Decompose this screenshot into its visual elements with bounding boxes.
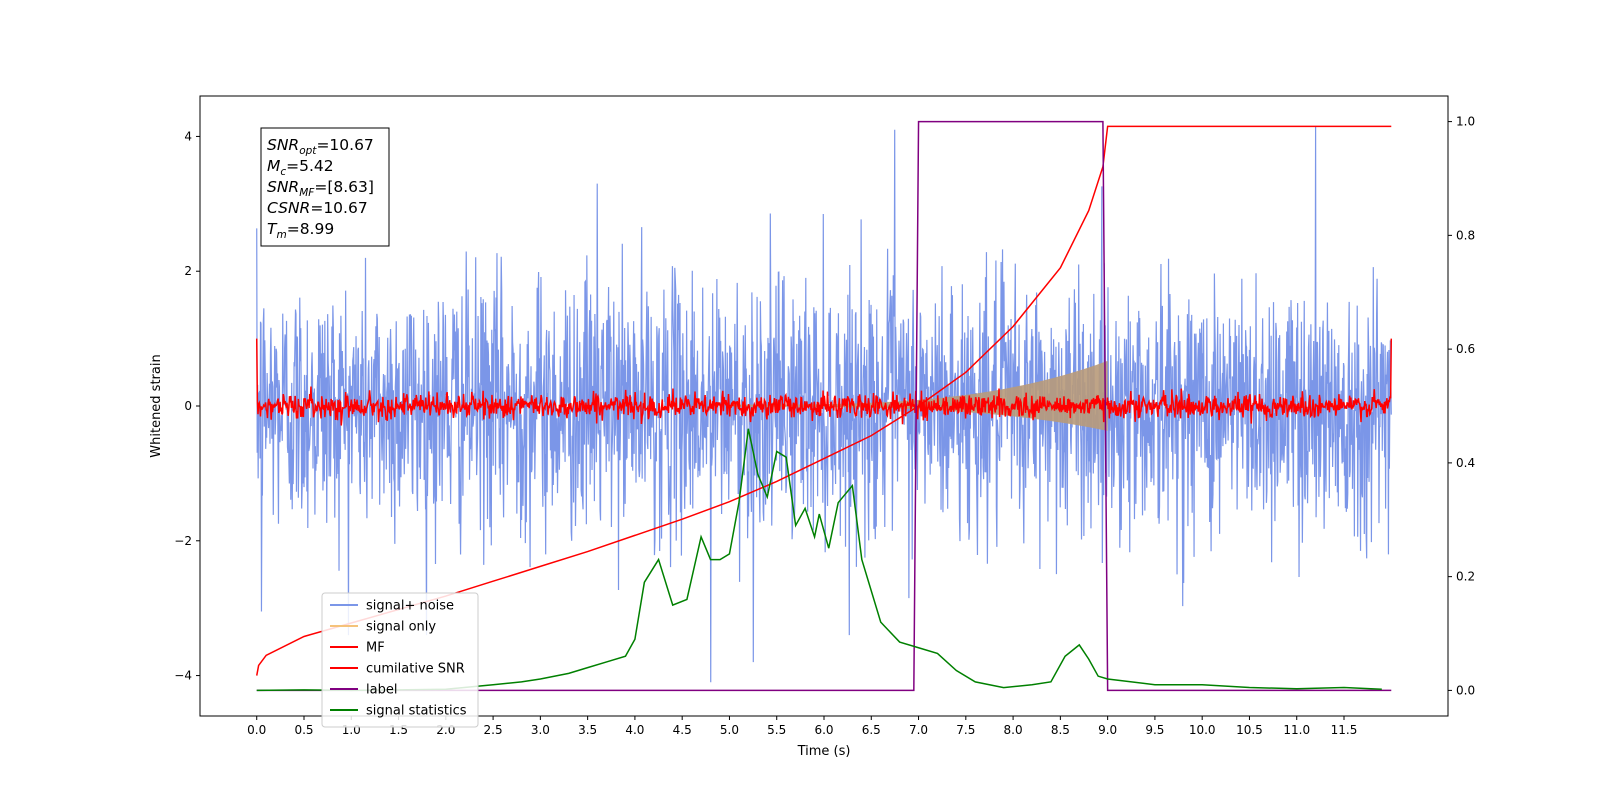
series-mf	[255, 338, 1393, 426]
legend-label: label	[366, 683, 397, 698]
x-tick-label: 11.0	[1283, 723, 1310, 737]
x-tick-label: 11.5	[1331, 723, 1358, 737]
legend-frame	[321, 592, 479, 728]
x-tick-label: 9.5	[1145, 723, 1164, 737]
y-tick-label: −4	[174, 669, 192, 683]
x-tick-label: 10.5	[1236, 723, 1263, 737]
x-tick-label: 4.0	[625, 723, 644, 737]
annotation-frame	[260, 127, 390, 247]
y-tick-label: 2	[184, 264, 192, 278]
y2-tick-label: 0.0	[1456, 683, 1475, 697]
x-tick-label: 6.0	[814, 723, 833, 737]
y-tick-label: −2	[174, 534, 192, 548]
legend-label: signal only	[366, 620, 436, 635]
series-label	[256, 120, 1392, 692]
annotation-line: Mc=5.42	[267, 157, 334, 178]
y-tick-label: 4	[184, 129, 192, 143]
y-tick-label: 0	[184, 399, 192, 413]
annotation-line: Tm=8.99	[267, 220, 334, 241]
x-tick-label: 3.0	[531, 723, 550, 737]
annotation-line: SNRMF=[8.63]	[267, 178, 374, 199]
legend-label: signal statistics	[366, 704, 467, 719]
y2-tick-label: 1.0	[1456, 115, 1475, 129]
x-tick-label: 9.0	[1098, 723, 1117, 737]
y-axis-label: Whitened strain	[149, 354, 164, 457]
series-signal-only	[729, 360, 1108, 431]
x-tick-label: 0.0	[247, 723, 266, 737]
series-signal-noise	[256, 126, 1392, 683]
x-tick-label: 8.0	[1004, 723, 1023, 737]
legend-label: MF	[366, 641, 385, 656]
y2-tick-label: 0.4	[1456, 456, 1475, 470]
x-tick-label: 8.5	[1051, 723, 1070, 737]
x-tick-label: 7.5	[956, 723, 975, 737]
annotation-line: SNRopt=10.67	[267, 136, 374, 157]
y2-tick-label: 0.2	[1456, 570, 1475, 584]
series-signal-statistics	[256, 428, 1382, 692]
x-tick-label: 3.5	[578, 723, 597, 737]
x-tick-label: 5.0	[720, 723, 739, 737]
legend-label: cumilative SNR	[366, 662, 465, 677]
x-tick-label: 10.0	[1189, 723, 1216, 737]
y2-tick-label: 0.8	[1456, 228, 1475, 242]
x-tick-label: 7.0	[909, 723, 928, 737]
x-tick-label: 4.5	[673, 723, 692, 737]
x-tick-label: 6.5	[862, 723, 881, 737]
x-tick-label: 5.5	[767, 723, 786, 737]
y2-tick-label: 0.6	[1456, 342, 1475, 356]
annotation-box: SNRopt=10.67Mc=5.42SNRMF=[8.63]CSNR=10.6…	[260, 127, 390, 247]
x-tick-label: 0.5	[294, 723, 313, 737]
x-axis-label: Time (s)	[797, 744, 851, 759]
annotation-line: CSNR=10.67	[267, 199, 368, 217]
legend: signal+ noise signal only MF cumilative SNR…	[321, 592, 479, 728]
x-tick-label: 2.5	[484, 723, 503, 737]
legend-label: signal+ noise	[366, 599, 454, 614]
